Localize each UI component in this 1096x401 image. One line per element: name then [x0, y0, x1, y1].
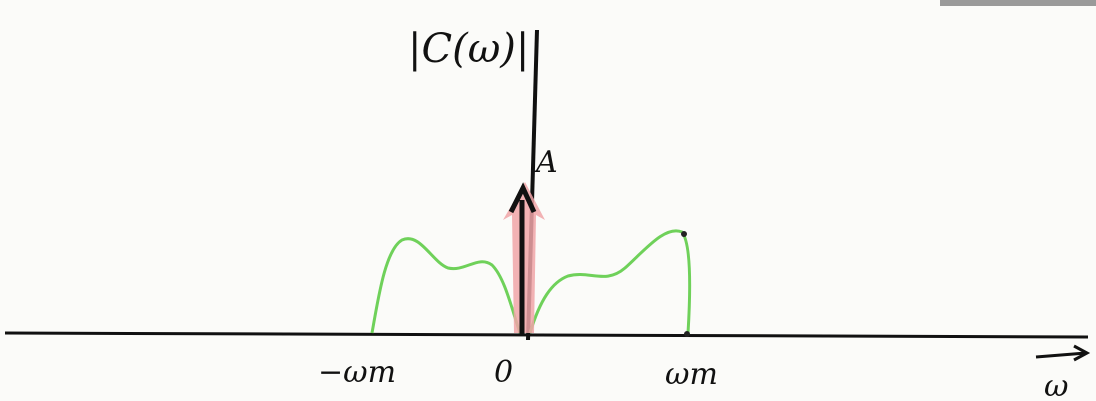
x-axis-label: ω: [1044, 369, 1068, 401]
curve-dot: [681, 231, 687, 237]
background: [0, 0, 1096, 401]
impulse-label: A: [533, 145, 558, 180]
diagram: |C(ω)| A −ωm 0 ωm ω: [0, 0, 1096, 401]
tick-dot: [684, 331, 690, 337]
neg-wm-label: −ωm: [318, 355, 396, 390]
scan-edge: [940, 0, 1096, 6]
y-axis-label: |C(ω)|: [408, 26, 529, 72]
pos-wm-label: ωm: [665, 357, 718, 392]
origin-label: 0: [494, 355, 513, 390]
